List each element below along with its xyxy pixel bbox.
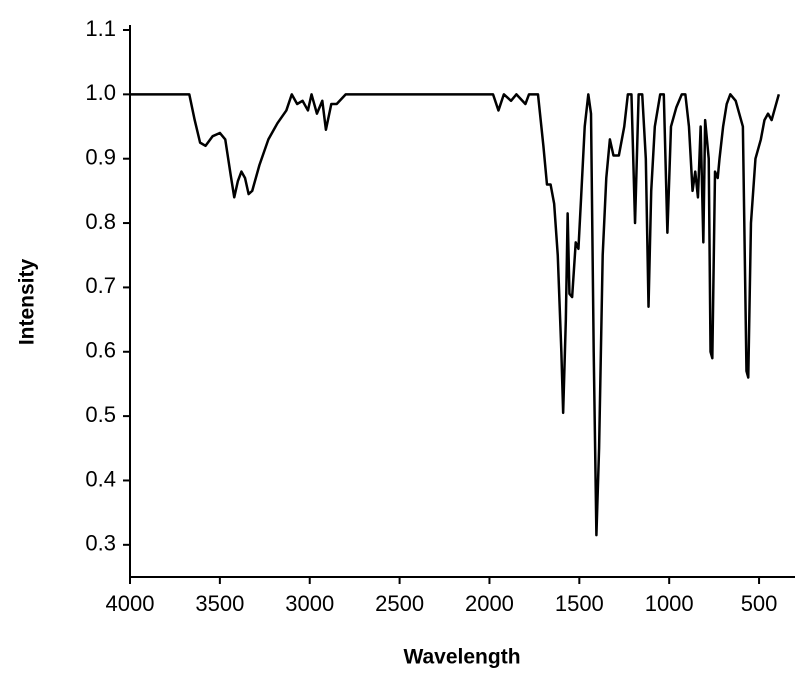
x-tick-label: 3000	[285, 591, 334, 616]
x-tick-label: 4000	[106, 591, 155, 616]
x-tick-label: 500	[741, 591, 778, 616]
x-axis-title: Wavelength	[403, 646, 520, 669]
y-tick-label: 0.7	[85, 273, 116, 298]
y-tick-label: 1.0	[85, 80, 116, 105]
y-tick-label: 1.1	[85, 16, 116, 41]
y-tick-label: 0.4	[85, 466, 116, 491]
y-axis-title: Intensity	[16, 259, 39, 346]
y-tick-label: 0.9	[85, 145, 116, 170]
x-tick-label: 3500	[195, 591, 244, 616]
y-tick-label: 0.8	[85, 209, 116, 234]
y-tick-label: 0.6	[85, 338, 116, 363]
x-tick-label: 1500	[555, 591, 604, 616]
y-tick-label: 0.5	[85, 402, 116, 427]
spectrum-line	[130, 93, 781, 537]
x-tick-label: 2500	[375, 591, 424, 616]
y-tick-label: 0.3	[85, 531, 116, 556]
x-tick-label: 1000	[645, 591, 694, 616]
x-tick-label: 2000	[465, 591, 514, 616]
